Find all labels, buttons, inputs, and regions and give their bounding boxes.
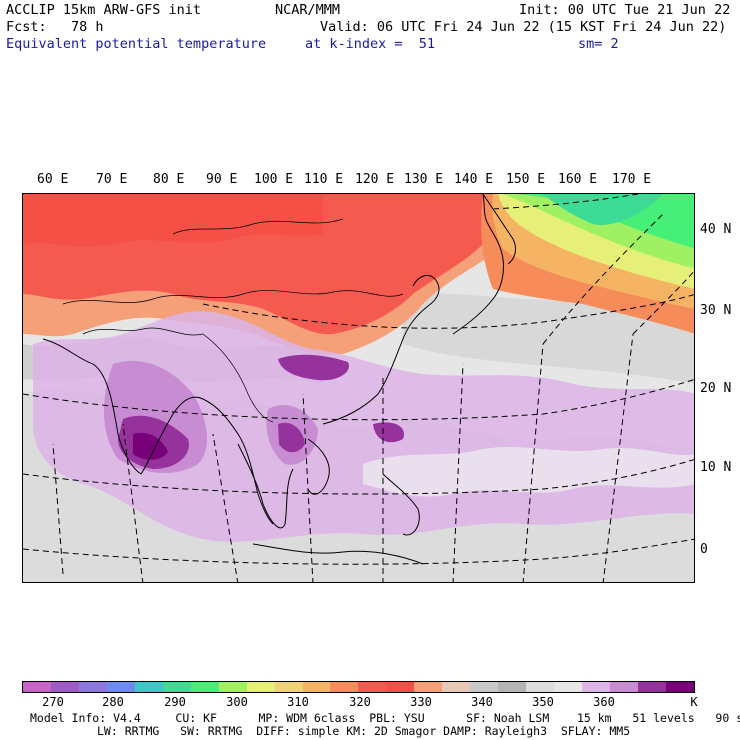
clear-patch (363, 447, 694, 497)
colorbar-label-360: 360 (593, 695, 615, 709)
grey-band-pacific (403, 292, 694, 384)
graticule-30n (202, 294, 694, 329)
colorbar-swatch-0 (23, 682, 51, 692)
colorbar-swatch-1 (50, 682, 79, 692)
colorbar-unit: K (690, 695, 698, 709)
graticule-20n (23, 379, 694, 421)
lon-label-100e: 100 E (254, 172, 294, 187)
graticule-130e (522, 343, 544, 582)
colorbar-swatch-10 (302, 682, 331, 692)
colorbar-swatch-7 (218, 682, 247, 692)
moist-zone-indochina-core (278, 422, 305, 453)
coast-south-asia (42, 338, 274, 525)
lon-label-140e: 140 E (454, 172, 494, 187)
lon-label-150e: 150 E (506, 172, 546, 187)
graticule (23, 194, 694, 582)
colorbar-swatch-11 (330, 682, 359, 692)
graticule-80e (212, 433, 239, 582)
coast-china (322, 305, 429, 425)
header-valid-time: Valid: 06 UTC Fri 24 Jun 22 (15 KST Fri … (320, 19, 727, 35)
colorbar-swatch-3 (106, 682, 135, 692)
colorbar (22, 681, 695, 693)
lon-label-90e: 90 E (206, 172, 238, 187)
graticule-60e (52, 443, 64, 575)
graticule-10n (23, 459, 694, 495)
colorbar-label-320: 320 (349, 695, 371, 709)
colorbar-label-300: 300 (226, 695, 248, 709)
pacific-green (518, 194, 694, 249)
lon-label-170e: 170 E (612, 172, 652, 187)
map-canvas (23, 194, 694, 582)
colorbar-swatch-16 (470, 682, 499, 692)
coast-sakhalin (482, 194, 516, 265)
colorbar-label-290: 290 (164, 695, 186, 709)
coast-philippines (382, 473, 420, 536)
graticule-160e (632, 270, 694, 335)
colorbar-label-310: 310 (287, 695, 309, 709)
colorbar-swatch-20 (582, 682, 611, 692)
graticule-120e (452, 363, 464, 582)
graticule-70e (122, 423, 144, 582)
coast-korea-area (412, 275, 440, 307)
colorbar-swatch-6 (190, 682, 219, 692)
coast-indonesia (252, 543, 424, 565)
colorbar-label-280: 280 (102, 695, 124, 709)
colorbar-swatch-2 (78, 682, 107, 692)
header-smoothing: sm= 2 (578, 36, 619, 52)
lon-label-160e: 160 E (558, 172, 598, 187)
lon-label-120e: 120 E (355, 172, 395, 187)
lon-label-110e: 110 E (304, 172, 344, 187)
graticule-150e (542, 213, 664, 345)
header-title: ACCLIP 15km ARW-GFS init (6, 2, 202, 18)
colorbar-swatch-18 (526, 682, 555, 692)
lat-label-20n: 20 N (700, 381, 732, 396)
lat-label-10n: 10 N (700, 460, 732, 475)
colorbar-swatch-23 (665, 682, 694, 692)
lat-label-40n: 40 N (700, 222, 732, 237)
moist-zone-china (278, 354, 349, 381)
pacific-teal (543, 194, 663, 225)
colorbar-swatch-4 (134, 682, 163, 692)
colorbar-swatch-22 (637, 682, 666, 692)
colorbar-swatch-19 (554, 682, 583, 692)
header-level: at k-index = 51 (305, 36, 436, 52)
colorbar-label-340: 340 (471, 695, 493, 709)
coastlines (42, 194, 516, 565)
colorbar-swatch-21 (610, 682, 638, 692)
lon-label-70e: 70 E (96, 172, 128, 187)
moist-zone-sea (373, 422, 404, 443)
moist-zone-india-peak (133, 432, 168, 460)
graticule-100e (302, 393, 314, 582)
lon-label-130e: 130 E (404, 172, 444, 187)
header-init-time: Init: 00 UTC Tue 21 Jun 22 (519, 2, 731, 18)
coast-malay (237, 443, 294, 529)
graticule-140e (602, 333, 634, 582)
colorbar-swatch-12 (358, 682, 387, 692)
graticule-equator (23, 538, 694, 565)
lat-label-0: 0 (700, 542, 708, 557)
colorbar-swatch-9 (274, 682, 303, 692)
warm-zone-deep-red (23, 194, 323, 247)
header-field-name: Equivalent potential temperature (6, 36, 267, 52)
colorbar-swatch-17 (498, 682, 527, 692)
coast-japan (452, 194, 504, 335)
colorbar-label-350: 350 (532, 695, 554, 709)
graticule-40n (492, 194, 641, 210)
footer-physics-info: LW: RRTMG SW: RRTMG DIFF: simple KM: 2D … (97, 724, 631, 738)
header-forecast-hour: Fcst: 78 h (6, 19, 104, 35)
colorbar-swatch-13 (386, 682, 415, 692)
footer-model-info: Model Info: V4.4 CU: KF MP: WDM 6class P… (30, 711, 740, 725)
lon-label-60e: 60 E (37, 172, 69, 187)
colorbar-swatch-8 (246, 682, 275, 692)
header-org: NCAR/MMM (275, 2, 341, 18)
lat-label-30n: 30 N (700, 303, 732, 318)
colorbar-swatch-14 (414, 682, 443, 692)
colorbar-swatch-5 (162, 682, 191, 692)
colorbar-label-330: 330 (410, 695, 432, 709)
colorbar-label-270: 270 (42, 695, 64, 709)
theta-e-map (22, 193, 695, 583)
colorbar-swatch-15 (442, 682, 471, 692)
lon-label-80e: 80 E (153, 172, 185, 187)
